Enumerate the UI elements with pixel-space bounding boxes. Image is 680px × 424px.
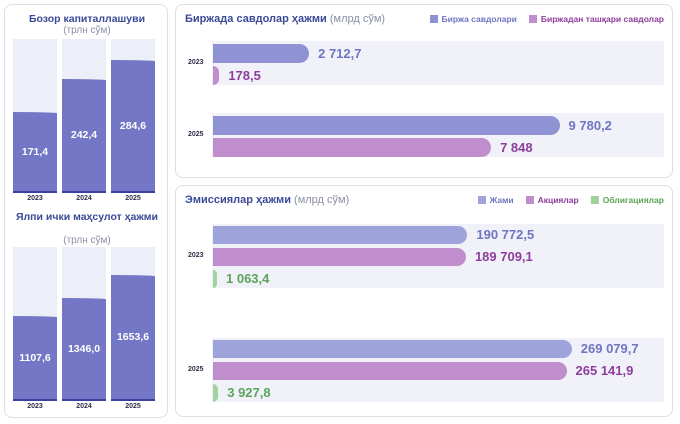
gdp-title: Ялпи ички маҳсулот ҳажми	[15, 211, 159, 223]
legend-label: Акциялар	[537, 195, 579, 205]
market-cap-baseline	[111, 191, 155, 193]
legend-label: Жами	[489, 195, 514, 205]
emission-volume-panel: Эмиссиялар ҳажми (млрд сўм) Жами Акциялар…	[175, 185, 673, 417]
trading-volume-unit: (млрд сўм)	[329, 13, 386, 25]
gdp-baseline	[62, 399, 106, 401]
year-label-2025: 2025	[188, 131, 204, 138]
emission-volume-title-wrap: Эмиссиялар ҳажми (млрд сўм)	[185, 194, 349, 206]
year-label-2023: 2023	[188, 252, 204, 259]
year-label-2023: 2023	[188, 59, 204, 66]
gdp-subtitle: (трлн сўм)	[63, 235, 111, 246]
gdp-year-label: 2025	[125, 403, 141, 410]
legend-item: Биржадан ташқари савдолар	[528, 14, 664, 24]
market-cap-bar-2025: 284,6	[111, 60, 155, 191]
value-label: 269 079,7	[580, 341, 639, 356]
gdp-bar-2024: 1346,0	[62, 298, 106, 399]
market-cap-baseline	[13, 191, 57, 193]
legend-swatch	[477, 196, 486, 204]
legend-item: Облигациялар	[590, 195, 664, 205]
legend-item: Жами	[477, 195, 514, 205]
legend-label: Биржа савдолари	[441, 14, 517, 24]
gdp-baseline	[13, 399, 57, 401]
legend-item: Акциялар	[525, 195, 579, 205]
market-cap-title: Бозор капиталлашуви	[28, 13, 146, 25]
value-label: 1 063,4	[226, 271, 270, 286]
bar-0-2023	[213, 44, 310, 63]
emission-volume-legend: Жами Акциялар Облигациялар	[477, 195, 664, 205]
bar-1-2023	[213, 66, 220, 85]
bar-1-2025	[213, 362, 567, 380]
trading-volume-title: Биржада савдолар ҳажми	[185, 13, 327, 25]
legend-label: Биржадан ташқари савдолар	[540, 14, 664, 24]
market-cap-year-label: 2025	[125, 195, 141, 202]
gdp-bar-2025: 1653,6	[111, 275, 155, 399]
value-label: 265 141,9	[575, 363, 634, 378]
market-cap-bar-2024: 242,4	[62, 79, 106, 191]
value-label: 2 712,7	[318, 45, 362, 61]
trading-volume-panel: Биржада савдолар ҳажми (млрд сўм) Биржа …	[175, 4, 673, 178]
bar-1-2025	[213, 138, 492, 157]
legend-swatch	[590, 196, 599, 204]
gdp-baseline	[111, 399, 155, 401]
gdp-bar-2023: 1107,6	[13, 316, 57, 399]
bar-2-2023	[213, 270, 217, 288]
gdp-year-label: 2024	[76, 403, 92, 410]
bar-2-2025	[213, 384, 219, 402]
year-label-2025: 2025	[188, 366, 204, 373]
value-label: 3 927,8	[227, 385, 271, 400]
legend-label: Облигациялар	[602, 195, 664, 205]
market-cap-year-label: 2023	[27, 195, 43, 202]
gdp-year-label: 2023	[27, 403, 43, 410]
trading-volume-title-wrap: Биржада савдолар ҳажми (млрд сўм)	[185, 13, 385, 25]
bar-0-2025	[213, 116, 560, 135]
value-label: 7 848	[500, 139, 533, 155]
value-label: 178,5	[228, 67, 261, 83]
market-cap-bar-2023: 171,4	[13, 112, 57, 191]
legend-swatch	[525, 196, 534, 204]
legend-item: Биржа савдолари	[429, 14, 517, 24]
left-panel: Бозор капиталлашуви (трлн сўм) 171,4 2023…	[4, 4, 168, 418]
legend-swatch	[429, 15, 438, 23]
bar-0-2023	[213, 226, 468, 244]
legend-swatch	[528, 15, 537, 23]
bar-0-2025	[213, 340, 572, 358]
emission-volume-unit: (млрд сўм)	[294, 194, 350, 206]
value-label: 189 709,1	[474, 249, 533, 264]
market-cap-year-label: 2024	[76, 195, 92, 202]
trading-volume-legend: Биржа савдолари Биржадан ташқари савдолар	[429, 14, 664, 24]
bar-1-2023	[213, 248, 466, 266]
value-label: 9 780,2	[568, 117, 612, 133]
market-cap-baseline	[62, 191, 106, 193]
emission-volume-title: Эмиссиялар ҳажми	[185, 194, 291, 206]
value-label: 190 772,5	[476, 227, 535, 242]
market-cap-subtitle: (трлн сўм)	[63, 25, 111, 36]
